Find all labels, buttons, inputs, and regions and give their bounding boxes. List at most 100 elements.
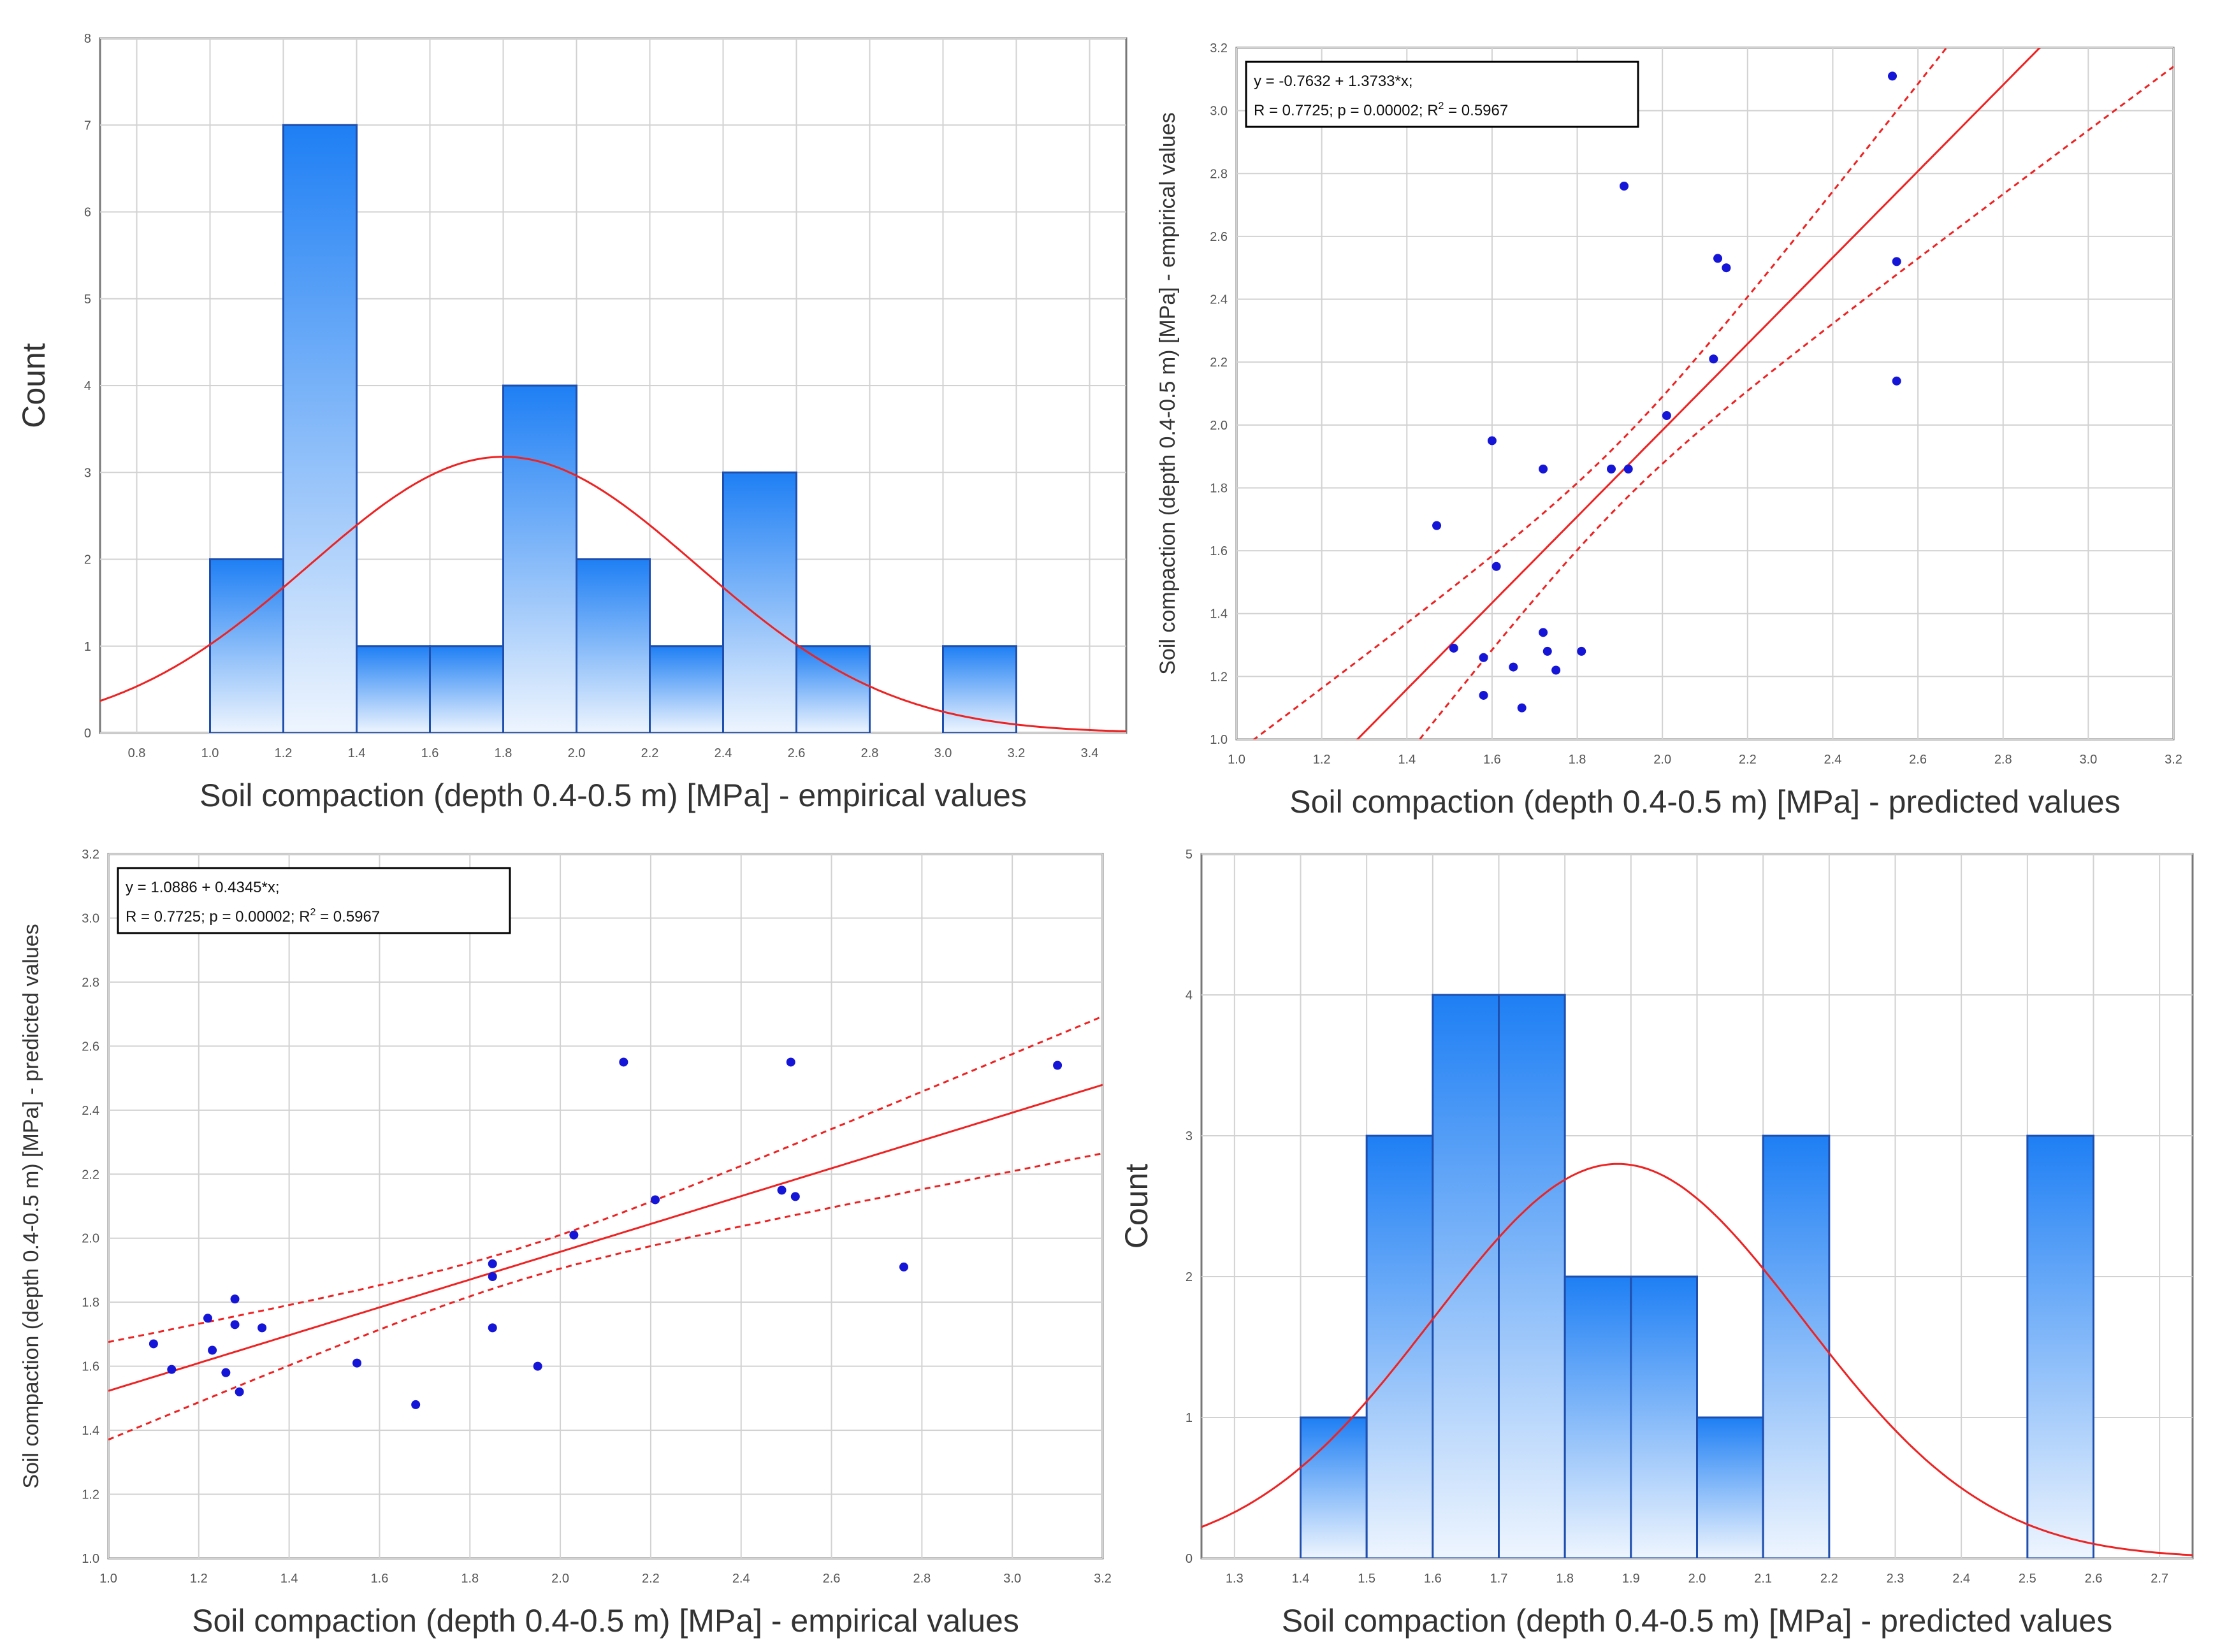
x-tick-label: 2.8	[913, 1572, 931, 1586]
y-tick-label: 3.0	[1210, 105, 1228, 119]
y-tick-label: 2.8	[82, 976, 99, 990]
x-tick-label: 1.7	[1490, 1572, 1508, 1586]
y-tick-label: 1.8	[82, 1296, 99, 1310]
data-point	[777, 1185, 787, 1195]
y-tick-label: 2.0	[82, 1232, 99, 1246]
x-tick-label: 2.2	[1739, 753, 1757, 767]
data-point	[1620, 182, 1629, 191]
x-tick-label: 1.6	[421, 746, 439, 760]
y-tick-label: 6	[84, 206, 91, 220]
x-tick-label: 2.0	[1653, 753, 1671, 767]
x-tick-label: 2.4	[715, 746, 732, 760]
data-point	[1539, 464, 1548, 474]
y-tick-label: 3.2	[82, 848, 99, 862]
histogram-predicted: 1.3 1.4 1.5 1.6 1.7 1.8 1.9 2.0 2.1 2.2 2.3 2.4 2.5 2…	[1119, 848, 2194, 1639]
x-tick-label: 2.8	[1994, 753, 2012, 767]
x-tick-label: 1.9	[1622, 1572, 1640, 1586]
x-tick-label: 1.8	[1556, 1572, 1574, 1586]
histogram-bar	[649, 645, 724, 733]
data-point	[1491, 562, 1501, 571]
x-tick-label: 2.6	[823, 1572, 841, 1586]
x-tick-label: 1.0	[99, 1572, 117, 1586]
x-tick-label: 3.0	[1003, 1572, 1021, 1586]
y-tick-label: 0	[84, 727, 91, 741]
x-tick-label: 3.4	[1081, 746, 1099, 760]
y-axis-title: Count	[1119, 1164, 1154, 1249]
y-tick-label: 2.0	[1210, 419, 1228, 433]
x-tick-label: 2.4	[1952, 1572, 1970, 1586]
x-tick-label: 1.2	[275, 746, 293, 760]
data-point	[230, 1294, 240, 1304]
data-point	[1479, 653, 1488, 662]
x-tick-label: 1.4	[348, 746, 366, 760]
histogram-bar	[1630, 1275, 1698, 1558]
histogram-bar	[1696, 1416, 1764, 1558]
x-tick-label: 2.6	[1909, 753, 1927, 767]
y-tick-label: 1.2	[1210, 670, 1228, 684]
data-point	[899, 1262, 908, 1272]
plot-content	[1201, 994, 2193, 1558]
data-point	[488, 1323, 497, 1333]
y-tick-label: 1	[84, 640, 91, 654]
equation-box	[1245, 61, 1639, 128]
x-tick-label: 2.8	[861, 746, 879, 760]
y-tick-label: 3.2	[1210, 41, 1228, 55]
y-tick-label: 3	[84, 466, 91, 480]
histogram-bar	[356, 645, 431, 733]
data-point	[235, 1387, 244, 1396]
y-tick-label: 4	[1186, 989, 1193, 1003]
y-tick-label: 8	[84, 32, 91, 46]
x-tick-label: 3.0	[934, 746, 952, 760]
scatter-predicted-vs-empirical: 1.0 1.2 1.4 1.6 1.8 2.0 2.2 2.4 2.6 2.8 3.0 3.2 1.0 1…	[19, 848, 1112, 1639]
x-tick-label: 1.4	[1292, 1572, 1310, 1586]
data-point	[208, 1345, 217, 1355]
y-axis-title: Count	[16, 343, 52, 428]
confidence-band-lower	[108, 1152, 1103, 1441]
x-tick-label: 1.8	[1569, 753, 1586, 767]
y-tick-label: 2.4	[82, 1104, 99, 1118]
y-tick-label: 7	[84, 119, 91, 133]
x-tick-label: 2.2	[641, 746, 659, 760]
data-point	[1623, 464, 1633, 474]
data-point	[1449, 643, 1458, 653]
x-axis-title: Soil compaction (depth 0.4-0.5 m) [MPa] …	[192, 1603, 1019, 1639]
x-tick-label: 2.2	[1820, 1572, 1838, 1586]
data-point	[411, 1400, 421, 1409]
x-tick-label: 2.4	[1824, 753, 1842, 767]
data-point	[1432, 521, 1442, 530]
data-point	[149, 1339, 158, 1349]
y-tick-label: 1.8	[1210, 481, 1228, 495]
histogram-empirical: 0.8 1.0 1.2 1.4 1.6 1.8 2.0 2.2 2.4 2.6 2.8 3.0 3.2 3…	[16, 32, 1128, 813]
y-tick-label: 4	[84, 379, 91, 393]
y-tick-label: 2.8	[1210, 167, 1228, 181]
x-tick-label: 1.8	[495, 746, 512, 760]
x-tick-label: 2.0	[551, 1572, 569, 1586]
histogram-bar	[722, 471, 797, 733]
plot-area	[1235, 47, 2175, 741]
x-tick-label: 1.2	[1313, 753, 1331, 767]
y-tick-label: 0	[1186, 1552, 1193, 1566]
x-tick-label: 1.5	[1358, 1572, 1375, 1586]
regression-stats-value: = 0.5967	[316, 908, 380, 925]
data-point	[790, 1192, 800, 1201]
scatter-empirical-vs-predicted: 1.0 1.2 1.4 1.6 1.8 2.0 2.2 2.4 2.6 2.8 3.0 3.2 1.0 1…	[1156, 41, 2182, 820]
normal-fit-curve	[100, 456, 1126, 732]
x-tick-label: 1.6	[1424, 1572, 1442, 1586]
x-tick-label: 2.3	[1887, 1572, 1904, 1586]
confidence-band-upper	[108, 1015, 1103, 1344]
regression-stats-text: R = 0.7725; p = 0.00002; R	[1254, 102, 1439, 119]
data-point	[1577, 646, 1586, 656]
data-point	[1487, 436, 1497, 446]
y-tick-label: 2	[84, 553, 91, 567]
data-point	[1892, 376, 1901, 386]
x-tick-label: 3.2	[2165, 753, 2182, 767]
data-point	[488, 1272, 497, 1281]
regression-stats: R = 0.7725; p = 0.00002; R2 = 0.5967	[126, 907, 380, 925]
x-tick-label: 1.0	[201, 746, 219, 760]
histogram-bar	[1365, 1134, 1434, 1558]
x-tick-label: 2.6	[2085, 1572, 2103, 1586]
data-point	[167, 1365, 177, 1374]
histogram-bar	[429, 645, 504, 733]
x-tick-label: 2.0	[1688, 1572, 1706, 1586]
